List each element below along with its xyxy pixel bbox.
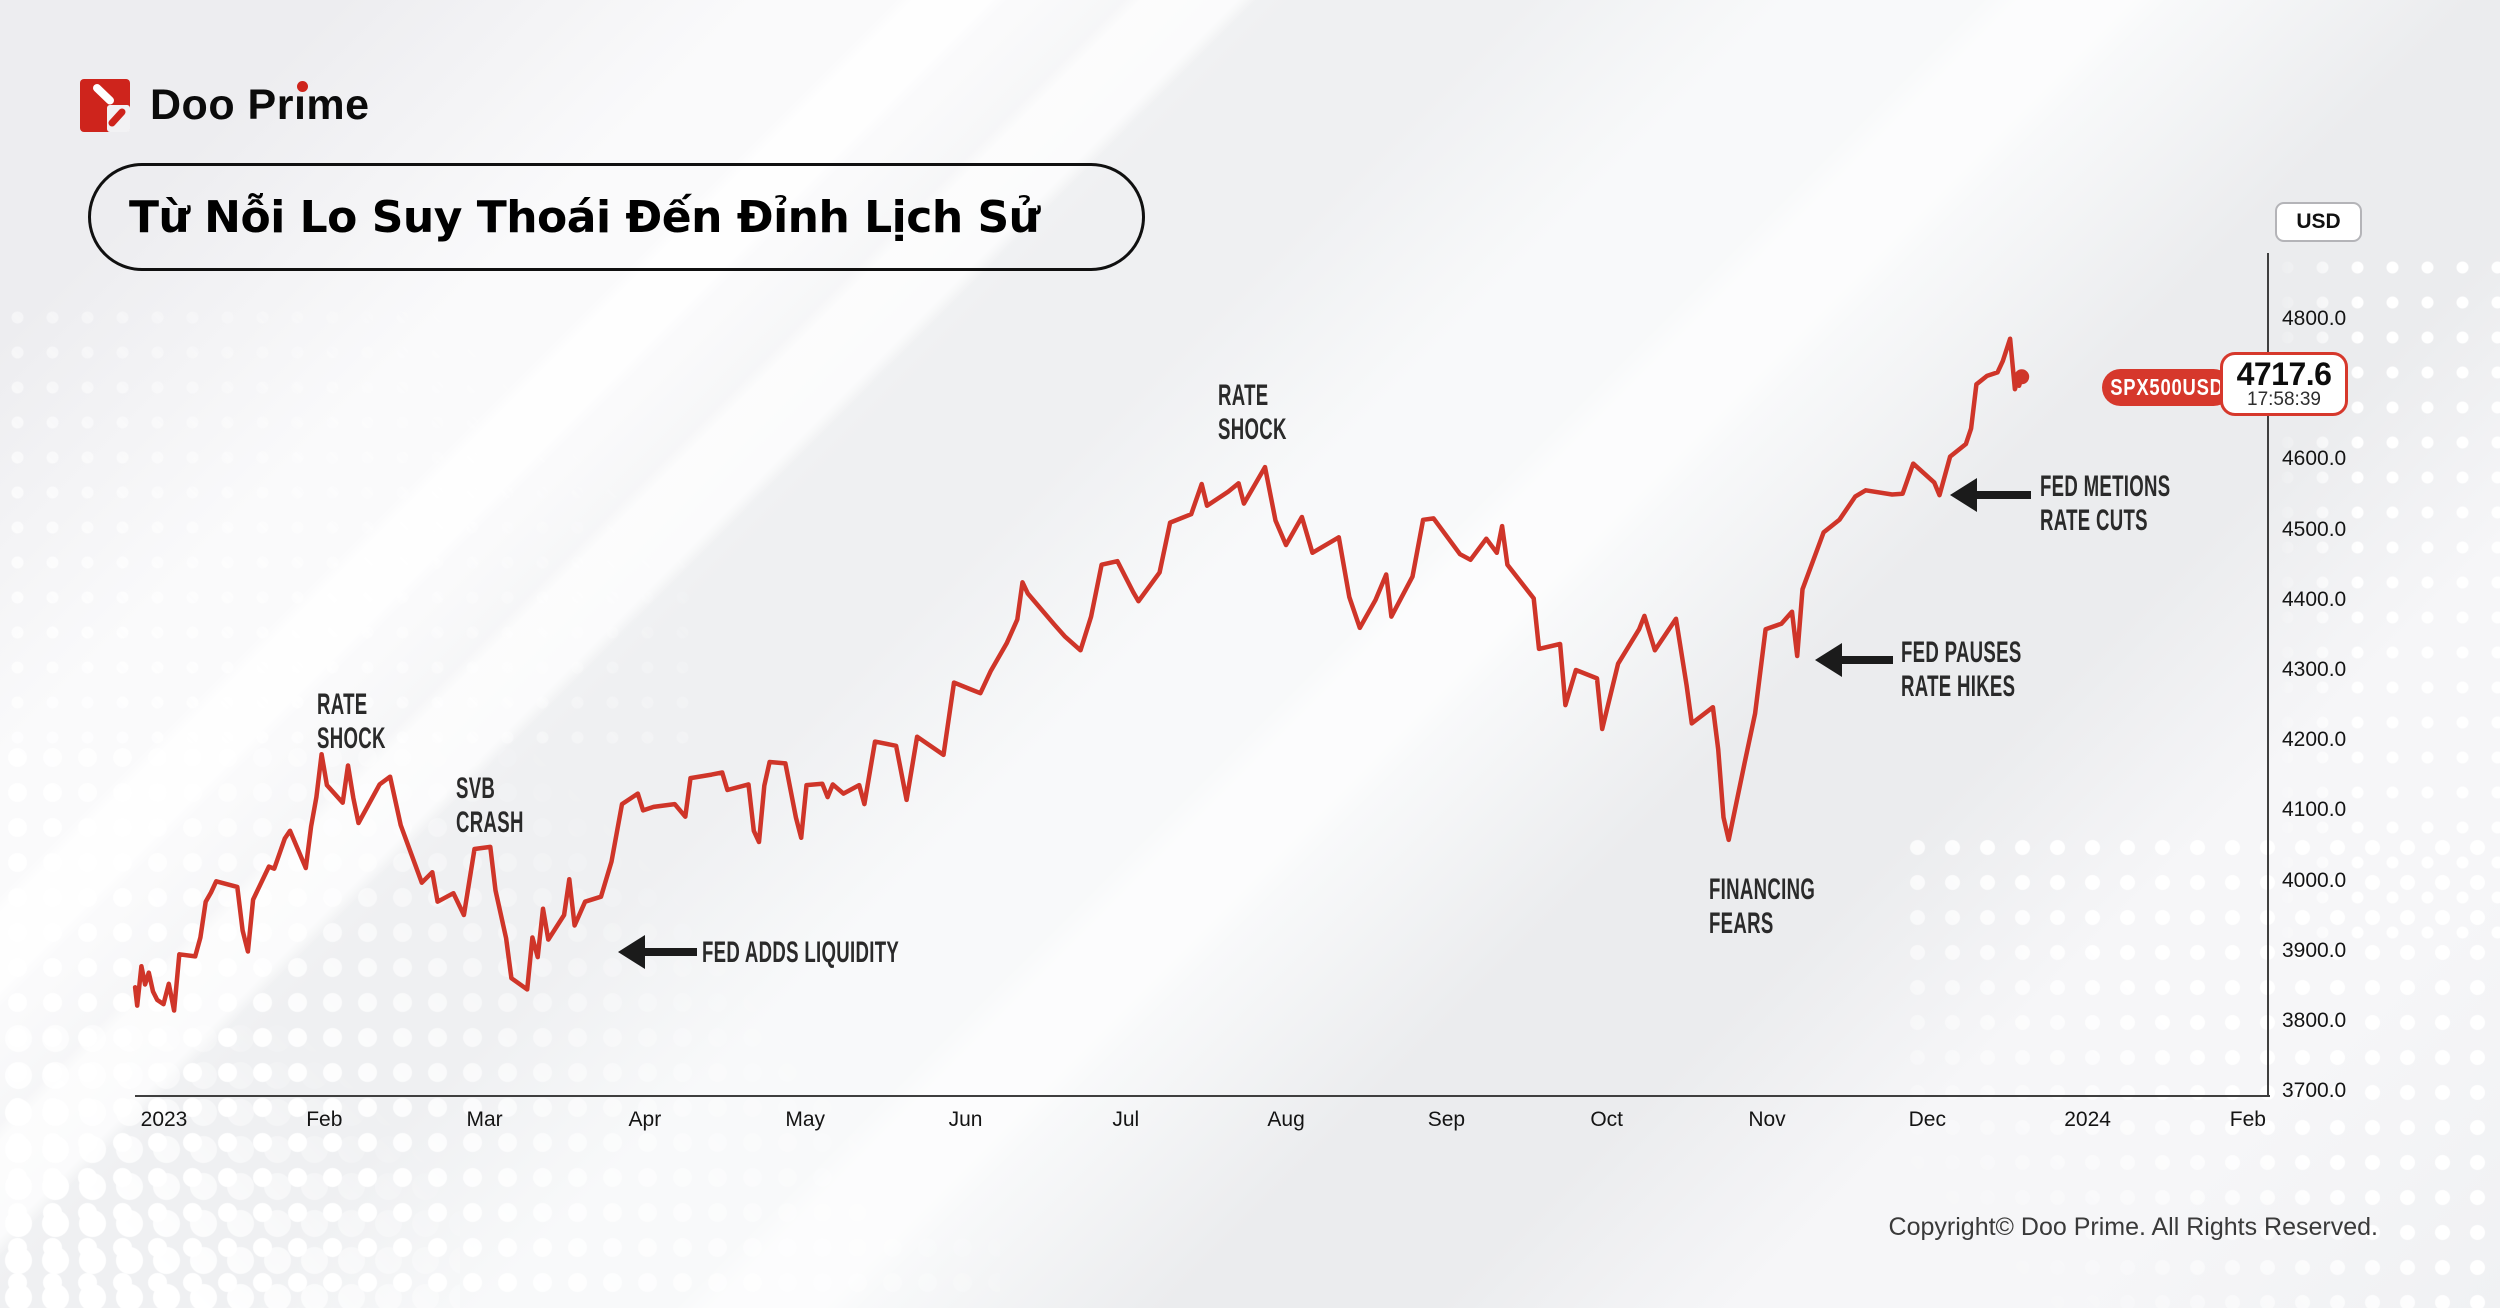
time-tick-label: 2023 — [140, 1108, 188, 1131]
time-tick-label: Aug — [1267, 1108, 1305, 1131]
price-tick-label: 3800.0 — [2282, 1009, 2347, 1032]
logo-text-part: me — [306, 81, 370, 129]
doo-prime-logo-icon — [80, 79, 130, 132]
time-tick-label: Jul — [1112, 1108, 1140, 1131]
time-tick-label: May — [785, 1108, 826, 1131]
arrow-fed-metions — [1950, 478, 2031, 512]
price-tick-label: 3700.0 — [2282, 1079, 2347, 1103]
annotation-svb-crash: SVB CRASH — [456, 772, 524, 839]
price-tick-label: 4600.0 — [2282, 447, 2347, 471]
doo-prime-logo: Doo Prıme — [80, 79, 370, 132]
annotation-fed-adds-liquidity: FED ADDS LIQUIDITY — [702, 936, 900, 969]
price-tick-label: 4400.0 — [2282, 587, 2347, 611]
arrow-fed-pauses — [1815, 643, 1893, 677]
logo-dotless-i: ı — [293, 81, 307, 129]
annotation-rate-shock-1: RATE SHOCK — [317, 688, 386, 755]
annotation-financing-fears: FINANCING FEARS — [1709, 873, 1816, 940]
symbol-pill: SPX500USD — [2102, 369, 2232, 406]
doo-prime-logo-text: Doo Prıme — [150, 81, 370, 130]
price-tick-label: 4000.0 — [2282, 868, 2347, 892]
price-tick-label: 4300.0 — [2282, 658, 2347, 681]
price-axis-line — [2267, 253, 2269, 1096]
time-axis-line — [135, 1095, 2270, 1097]
last-price-value: 4717.6 — [2236, 356, 2332, 392]
symbol-label: SPX500USD — [2110, 374, 2224, 400]
annotation-arrows — [618, 478, 2031, 969]
page-title: Từ Nỗi Lo Suy Thoái Đến Đỉnh Lịch Sử — [129, 191, 1040, 243]
last-price-dot — [2014, 369, 2030, 385]
time-tick-label: Nov — [1748, 1108, 1786, 1131]
price-line-series — [132, 336, 2024, 1013]
annotation-fed-metions-rate-cuts: FED METIONS RATE CUTS — [2040, 470, 2171, 537]
time-tick-label: Apr — [628, 1108, 662, 1131]
time-tick-label: 2024 — [2064, 1108, 2111, 1131]
price-quote-box: 4717.6 17:58:39 — [2220, 352, 2348, 416]
price-tick-label: 4800.0 — [2282, 307, 2347, 330]
currency-button[interactable]: USD — [2275, 202, 2362, 242]
time-tick-label: Sep — [1427, 1108, 1466, 1131]
annotation-fed-pauses-rate-hikes: FED PAUSES RATE HIKES — [1901, 636, 2022, 703]
time-tick-label: Jun — [948, 1108, 983, 1131]
last-price-time: 17:58:39 — [2247, 389, 2321, 410]
time-tick-label: Oct — [1590, 1108, 1624, 1131]
price-tick-label: 4500.0 — [2282, 517, 2347, 541]
arrow-fed-adds-liquidity — [618, 935, 697, 969]
price-tick-label: 4100.0 — [2282, 798, 2347, 822]
title-box: Từ Nỗi Lo Suy Thoái Đến Đỉnh Lịch Sử — [88, 163, 1145, 271]
price-tick-label: 4200.0 — [2282, 728, 2347, 752]
annotation-rate-shock-2: RATE SHOCK — [1218, 379, 1287, 446]
logo-red-dot — [297, 81, 308, 92]
time-tick-label: Feb — [2229, 1108, 2266, 1131]
time-tick-label: Mar — [466, 1108, 503, 1131]
copyright-text: Copyright© Doo Prime. All Rights Reserve… — [1888, 1213, 2378, 1241]
time-tick-label: Dec — [1908, 1108, 1946, 1131]
logo-text-part: Doo Pr — [150, 81, 294, 129]
price-tick-label: 3900.0 — [2282, 938, 2347, 962]
time-tick-label: Feb — [306, 1108, 343, 1131]
